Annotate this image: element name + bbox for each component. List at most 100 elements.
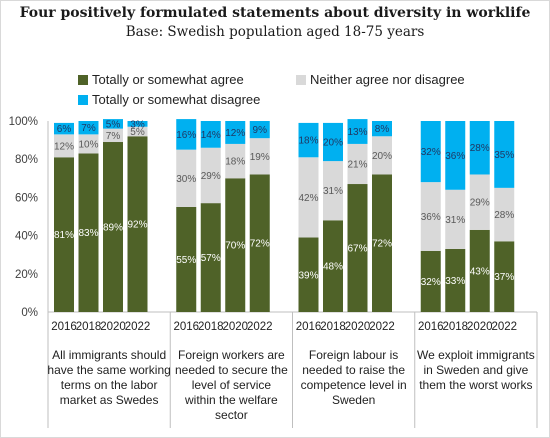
bar-agree-1-2020 [103, 142, 123, 312]
bar-neither-4-2022 [494, 187, 515, 242]
x-tick-year: 2018 [76, 321, 102, 333]
legend-swatch-disagree [78, 95, 88, 105]
x-tick-year: 2016 [296, 321, 322, 333]
data-label-disagree: 5% [106, 119, 121, 130]
bar-neither-4-2018 [445, 189, 466, 249]
x-tick-year: 2020 [345, 321, 371, 333]
x-tick-year: 2022 [491, 321, 517, 333]
y-tick-label: 100% [9, 116, 38, 128]
bar-disagree-2-2020 [225, 121, 246, 144]
x-tick-year: 2016 [51, 321, 77, 333]
bar-agree-2-2022 [249, 174, 270, 312]
bar-neither-3-2022 [372, 136, 392, 175]
x-tick-year: 2020 [467, 321, 493, 333]
legend-swatch-neither [296, 75, 306, 85]
data-label-neither: 12% [54, 141, 74, 152]
category-label: needed to secure the [175, 363, 288, 377]
bar-agree-2-2016 [176, 206, 197, 312]
y-tick-label: 0% [21, 307, 38, 319]
data-label-neither: 29% [201, 171, 221, 182]
bar-disagree-4-2018 [445, 121, 466, 190]
legend-label-agree: Totally or somewhat agree [92, 72, 244, 87]
y-tick-label: 80% [15, 154, 38, 166]
bar-agree-2-2018 [200, 203, 221, 312]
data-label-disagree: 35% [494, 150, 514, 161]
chart-title: Four positively formulated statements ab… [19, 5, 531, 21]
data-label-neither: 36% [421, 212, 441, 223]
bar-agree-4-2020 [469, 229, 490, 312]
data-label-neither: 29% [470, 198, 490, 209]
data-label-disagree: 9% [253, 125, 268, 136]
x-tick-year: 2016 [418, 321, 444, 333]
data-label-disagree: 12% [225, 128, 245, 139]
data-label-neither: 28% [494, 210, 514, 221]
y-tick-label: 60% [15, 192, 38, 204]
data-label-neither: 21% [347, 159, 367, 170]
data-label-agree: 57% [201, 253, 221, 264]
data-label-disagree: 8% [375, 124, 390, 135]
x-tick-year: 2022 [247, 321, 273, 333]
bar-disagree-4-2022 [494, 121, 515, 188]
bar-agree-4-2016 [420, 250, 441, 312]
bar-agree-4-2018 [445, 248, 466, 312]
x-tick-year: 2018 [198, 321, 224, 333]
data-label-agree: 72% [372, 239, 392, 250]
category-label: market as Swedes [60, 393, 159, 407]
x-tick-year: 2016 [173, 321, 199, 333]
category-label: have the same working [47, 363, 170, 377]
bar-agree-1-2016 [54, 157, 74, 312]
chart-subtitle: Base: Swedish population aged 18-75 year… [125, 24, 425, 40]
data-label-neither: 18% [225, 157, 245, 168]
data-label-disagree: 28% [470, 143, 490, 154]
y-tick-label: 20% [15, 269, 38, 281]
bar-disagree-1-2022 [127, 121, 148, 127]
bar-agree-1-2022 [127, 136, 148, 312]
data-label-disagree: 20% [323, 138, 343, 149]
category-label: We exploit immigrants [417, 348, 535, 362]
data-label-agree: 48% [323, 262, 343, 273]
bar-disagree-3-2018 [323, 122, 343, 162]
category-label: sector [215, 408, 248, 422]
category-label: Foreign workers are [178, 348, 285, 362]
data-label-agree: 55% [176, 255, 196, 266]
data-label-neither: 10% [78, 139, 98, 150]
bar-neither-3-2020 [347, 143, 368, 185]
bar-agree-1-2018 [78, 153, 99, 312]
x-tick-year: 2020 [222, 321, 248, 333]
data-label-agree: 39% [298, 270, 318, 281]
data-label-agree: 89% [103, 223, 123, 234]
data-label-disagree: 13% [347, 127, 367, 138]
bar-disagree-2-2016 [176, 119, 197, 150]
data-label-disagree: 32% [421, 147, 441, 158]
bar-agree-2-2020 [225, 178, 246, 312]
x-tick-year: 2020 [100, 321, 126, 333]
bar-disagree-1-2020 [103, 119, 123, 129]
category-label: terms on the labor [61, 378, 158, 392]
data-label-agree: 92% [127, 220, 147, 231]
data-label-neither: 42% [298, 193, 318, 204]
bar-disagree-1-2018 [78, 121, 99, 135]
data-label-agree: 33% [445, 276, 465, 287]
bar-agree-3-2022 [372, 174, 392, 312]
data-label-disagree: 18% [298, 136, 318, 147]
bar-neither-2-2020 [225, 143, 246, 179]
data-label-agree: 81% [54, 230, 74, 241]
bar-agree-4-2022 [494, 241, 515, 312]
category-label: in Sweden and give [424, 363, 529, 377]
legend-label-neither: Neither agree nor disagree [310, 72, 465, 87]
data-label-neither: 31% [445, 215, 465, 226]
data-label-neither: 5% [130, 127, 145, 138]
bar-neither-2-2018 [200, 147, 221, 204]
x-tick-year: 2018 [320, 321, 346, 333]
bar-neither-1-2020 [103, 128, 123, 143]
category-label: level of service [192, 378, 272, 392]
category-label: Foreign labour is [309, 348, 398, 362]
data-label-neither: 20% [372, 151, 392, 162]
data-label-neither: 19% [250, 152, 270, 163]
y-tick-label: 40% [15, 231, 38, 243]
bar-disagree-3-2016 [298, 122, 319, 158]
bar-neither-3-2016 [298, 157, 319, 238]
bar-neither-4-2016 [420, 182, 441, 251]
bar-neither-1-2016 [54, 134, 74, 158]
